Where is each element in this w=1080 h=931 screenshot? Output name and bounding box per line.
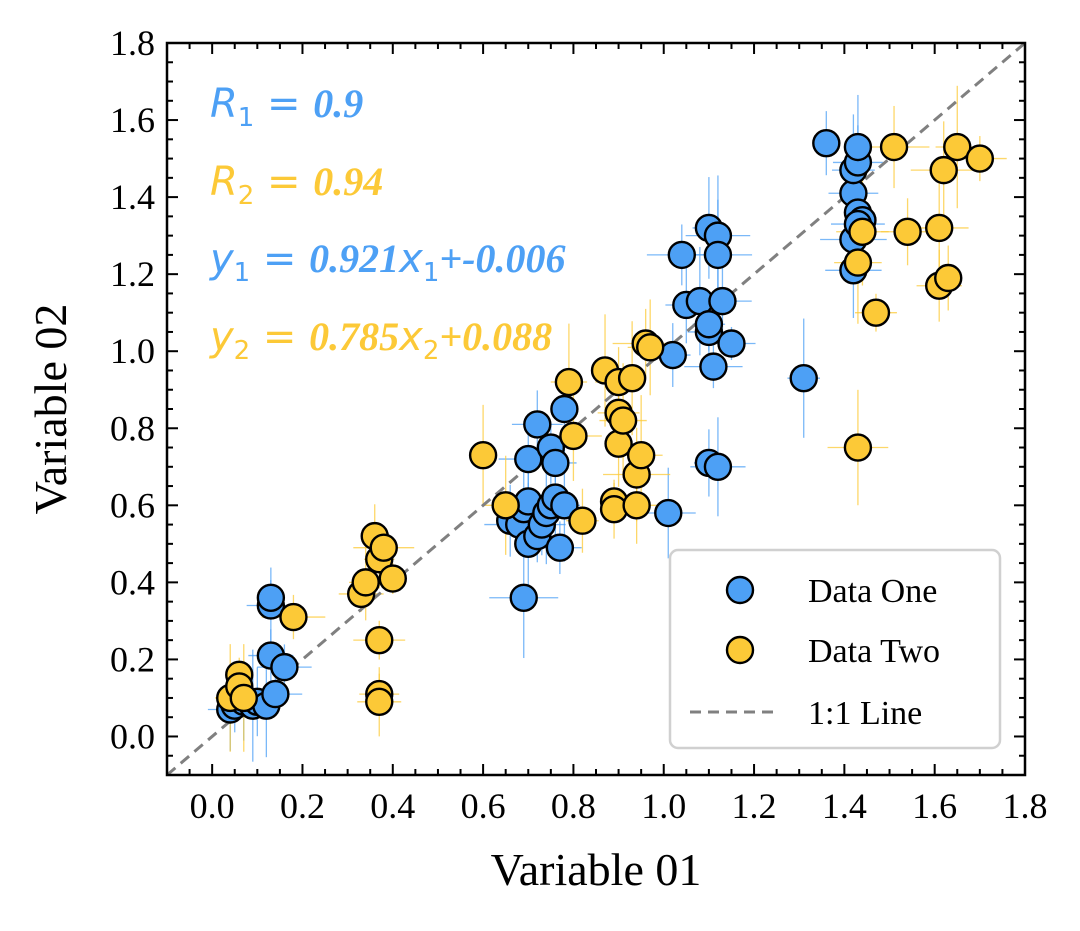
legend-box: [668, 548, 1002, 750]
x-tick-label: 0.2: [280, 786, 325, 826]
x-tick-label: 0.0: [190, 786, 235, 826]
x-tick-label: 0.6: [461, 786, 506, 826]
y-tick-label: 1.6: [110, 100, 155, 140]
data-one-point: [523, 410, 552, 439]
y-tick-label: 1.4: [110, 177, 155, 217]
x-tick-label: 1.4: [822, 786, 867, 826]
annotation-R-one: R1 = 0.9: [210, 81, 363, 133]
legend-label-data-two: Data Two: [808, 633, 940, 670]
data-two-point: [943, 132, 972, 162]
data-one-point: [514, 444, 543, 474]
y-tick-label: 0.8: [110, 408, 155, 448]
data-two-point: [965, 144, 995, 173]
y-tick-label: 0.6: [110, 485, 155, 525]
data-two-point: [229, 683, 258, 713]
x-tick-label: 1.6: [912, 786, 957, 826]
data-two-point: [626, 441, 656, 470]
data-two-point: [843, 248, 873, 277]
data-one-point: [256, 583, 286, 612]
data-one-point: [550, 394, 579, 424]
y-tick-label: 1.2: [110, 254, 155, 294]
data-one-point: [270, 652, 299, 682]
data-one-point: [550, 491, 579, 520]
data-two-point: [378, 564, 407, 593]
legend-marker: [725, 635, 755, 665]
data-two-point: [879, 132, 909, 162]
data-two-point: [925, 213, 954, 243]
data-one-point: [545, 533, 575, 562]
data-two-point: [468, 441, 498, 470]
data-two-point: [351, 568, 380, 597]
data-two-point: [568, 506, 597, 535]
axis-ticks: 0.0 0.2 0.4 0.6 0.8 1.0 1.2 1.4 1.6 1.8 0.0 0.2 0.4 0…: [110, 23, 1048, 826]
data-two-point: [554, 367, 584, 397]
data-two-point: [365, 625, 394, 655]
data-one-point: [812, 128, 841, 158]
x-tick-label: 0.8: [551, 786, 596, 826]
stat-annotations: R1 = 0.9 R2 = 0.94 y1 = 0.921x1+-0.006 y2 =…: [209, 81, 566, 366]
annotation-R-two: R2 = 0.94: [210, 159, 383, 211]
data-one-point: [667, 240, 696, 270]
one-to-one-line: [166, 41, 1026, 777]
data-two-point: [279, 602, 308, 632]
y-tick-label: 0.4: [110, 562, 155, 602]
data-two-point: [893, 217, 922, 246]
data-one-point: [694, 310, 724, 339]
data-one-point: [261, 679, 290, 709]
data-two-point: [491, 491, 520, 520]
data-one-point: [708, 286, 737, 316]
annotation-fit-two: y2 = 0.785x2+0.088: [209, 314, 552, 366]
y-tick-label: 0.2: [110, 639, 155, 679]
x-tick-label: 1.0: [641, 786, 686, 826]
legend: Data One Data Two 1:1 Line: [668, 548, 1002, 750]
data-one-point: [703, 240, 733, 270]
data-two-point: [929, 155, 958, 185]
x-tick-label: 1.2: [732, 786, 777, 826]
x-axis-title: Variable 01: [491, 844, 702, 895]
data-one-point: [703, 452, 733, 481]
data-one-point: [509, 583, 538, 612]
y-tick-label: 1.0: [110, 331, 155, 371]
y-tick-label: 0.0: [110, 716, 155, 756]
legend-label-one-to-one: 1:1 Line: [808, 695, 922, 732]
legend-marker: [725, 575, 755, 605]
y-tick-label: 1.8: [110, 23, 155, 63]
data-one-point: [717, 329, 746, 358]
data-points: [216, 128, 995, 724]
data-one-point: [843, 132, 873, 162]
data-two-point: [843, 433, 873, 462]
data-two-point: [369, 533, 398, 562]
data-two-point: [635, 333, 665, 362]
data-two-point: [608, 406, 638, 435]
legend-label-data-one: Data One: [808, 573, 937, 610]
data-two-point: [365, 687, 394, 716]
data-two-point: [617, 363, 647, 393]
data-two-point: [559, 421, 588, 451]
data-two-point: [622, 491, 651, 520]
x-tick-label: 1.8: [1003, 786, 1048, 826]
annotation-fit-one: y1 = 0.921x1+-0.006: [209, 236, 566, 288]
data-two-point: [861, 298, 891, 327]
data-one-point: [789, 363, 818, 393]
data-one-point: [541, 448, 570, 478]
data-two-point: [848, 217, 877, 246]
y-axis-title: Variable 02: [25, 304, 76, 515]
x-tick-label: 0.4: [370, 786, 415, 826]
data-one-point: [699, 352, 728, 381]
data-one-point: [654, 498, 683, 528]
data-two-point: [934, 263, 963, 293]
